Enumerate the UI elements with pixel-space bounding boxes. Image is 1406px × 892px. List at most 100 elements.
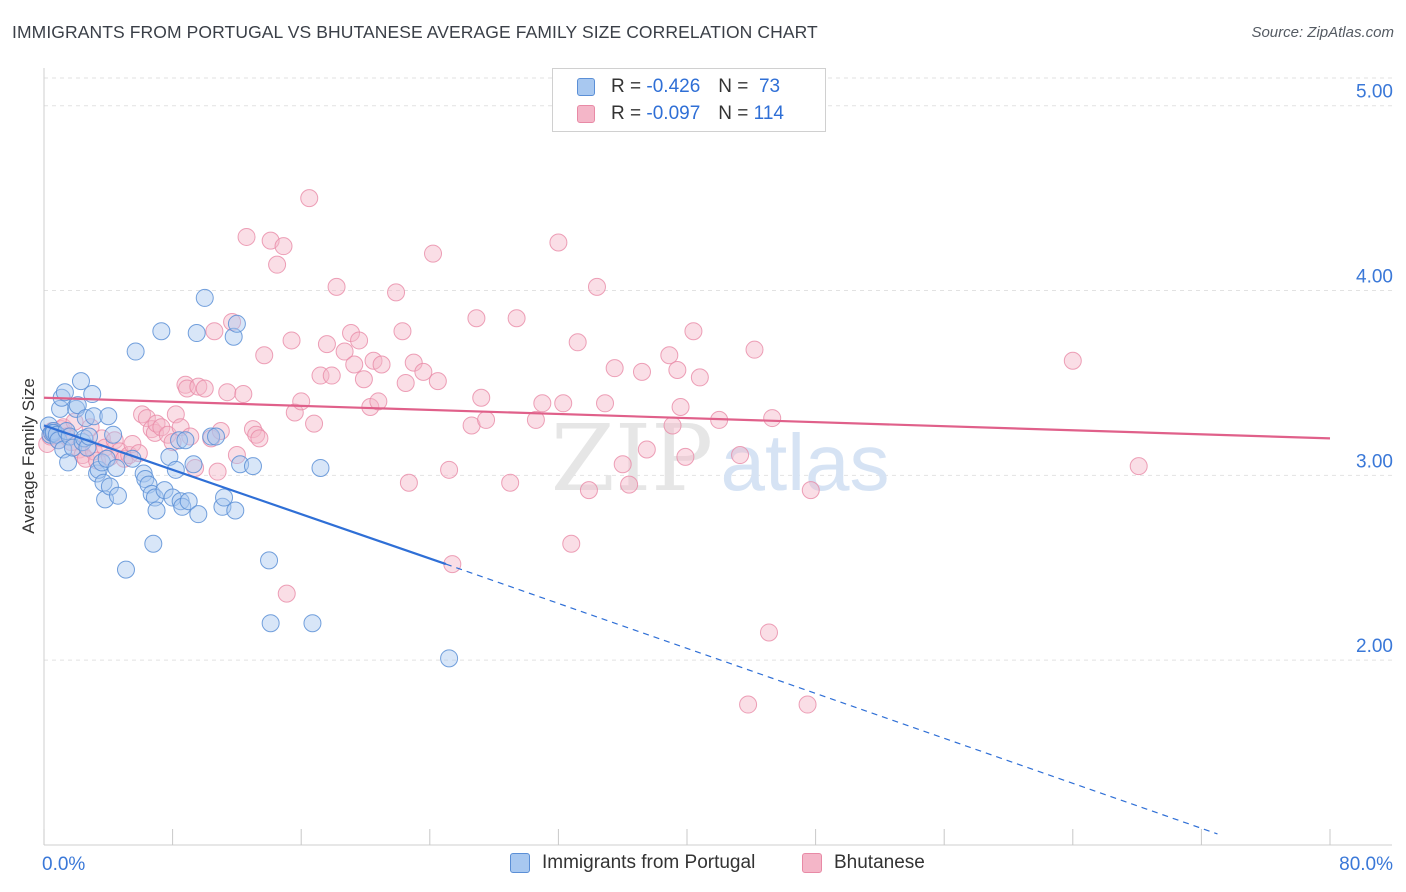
bhutanese-point [587,277,606,296]
bhutanese-point [387,283,406,302]
bhutanese-point [399,473,418,492]
bhutanese-point [507,309,526,328]
portugal-point [152,322,171,341]
bhutanese-point [300,189,319,208]
portugal-point [84,407,103,426]
bhutanese-point [396,373,415,392]
bhutanese-point [277,584,296,603]
bhutanese-legend-swatch [802,853,822,873]
bhutanese-point [195,379,214,398]
portugal-point [51,399,70,418]
portugal-legend-swatch [510,853,530,873]
portugal-point [126,342,145,361]
bhutanese-point [620,475,639,494]
bhutanese-point [428,372,447,391]
bhutanese-point [663,416,682,435]
bhutanese-point [404,353,423,372]
axes [43,68,1392,846]
bhutanese-point [467,309,486,328]
portugal-point [311,458,330,477]
bhutanese-point [292,392,311,411]
bhutanese-point [354,370,373,389]
portugal-point [170,431,189,450]
portugal-point [78,438,97,457]
bhutanese-point [605,359,624,378]
watermark-zip: ZIP [551,405,713,512]
bhutanese-point [424,244,443,263]
bhutanese-point [1063,351,1082,370]
bhutanese-point [322,366,341,385]
bhutanese-point [81,418,100,437]
portugal-swatch [577,78,595,96]
portugal-point [80,427,99,446]
portugal-point [179,492,198,511]
bhutanese-point [133,405,152,424]
n-label: N = [718,103,749,124]
bhutanese-point [739,695,758,714]
portugal-points [39,288,459,668]
portugal-point [187,324,206,343]
r-label: R = [611,76,642,97]
legend-item-bhutanese[interactable]: Bhutanese [802,852,925,874]
bhutanese-point [632,362,651,381]
bhutanese-point [562,534,581,553]
x-tick-label: 0.0% [42,854,85,875]
bhutanese-point [243,420,262,439]
bhutanese-point [255,346,274,365]
stats-row-portugal: R = -0.426 N = 73 [577,75,780,99]
portugal-point [147,501,166,520]
portugal-point [107,458,126,477]
series-legend: Immigrants from Portugal Bhutanese [0,852,1406,878]
watermark: ZIP atlas [551,405,890,512]
bhutanese-point [152,418,171,437]
trend-lines [43,396,1331,835]
portugal-point [243,457,262,476]
bhutanese-point [763,409,782,428]
legend-item-portugal[interactable]: Immigrants from Portugal [510,852,755,874]
bhutanese-point [369,392,388,411]
watermark-atlas: atlas [721,418,890,507]
bhutanese-point [250,429,269,448]
bhutanese-point [568,333,587,352]
bhutanese-point [268,255,287,274]
portugal-point [226,501,245,520]
portugal-point [440,649,459,668]
tick-labels: 2.00 3.00 4.00 5.00 0.0% 80.0% [42,82,1393,875]
n-value: 114 [753,103,784,124]
bhutanese-point [801,481,820,500]
portugal-point [71,372,90,391]
portugal-point [145,488,164,507]
bhutanese-point [660,346,679,365]
portugal-point [116,560,135,579]
bhutanese-point [137,409,156,428]
portugal-point [97,449,116,468]
bhutanese-point [671,397,690,416]
bhutanese-point [274,237,293,256]
portugal-point [99,407,118,426]
bhutanese-point [554,394,573,413]
y-tick-label: 3.00 [1356,451,1393,472]
bhutanese-point [526,410,545,429]
r-value: -0.097 [646,103,701,124]
y-tick-label: 2.00 [1356,636,1393,657]
bhutanese-point [208,462,227,481]
stats-row-bhutanese: R = -0.097 N = 114 [577,102,784,126]
bhutanese-points [38,189,1148,714]
portugal-trend-extension [445,563,1218,835]
bhutanese-point [668,361,687,380]
portugal-point [144,534,163,553]
bhutanese-point [123,434,142,453]
bhutanese-point [745,340,764,359]
bhutanese-point [285,403,304,422]
bhutanese-point [798,695,817,714]
bhutanese-point [205,322,224,341]
bhutanese-point [393,322,412,341]
chart-title: IMMIGRANTS FROM PORTUGAL VS BHUTANESE AV… [12,22,818,42]
source-credit: Source: ZipAtlas.com [1251,24,1394,41]
portugal-point [207,427,226,446]
portugal-point [189,505,208,524]
bhutanese-point [501,473,520,492]
bhutanese-point [613,455,632,474]
bhutanese-point [178,379,197,398]
n-value: 73 [758,76,781,97]
